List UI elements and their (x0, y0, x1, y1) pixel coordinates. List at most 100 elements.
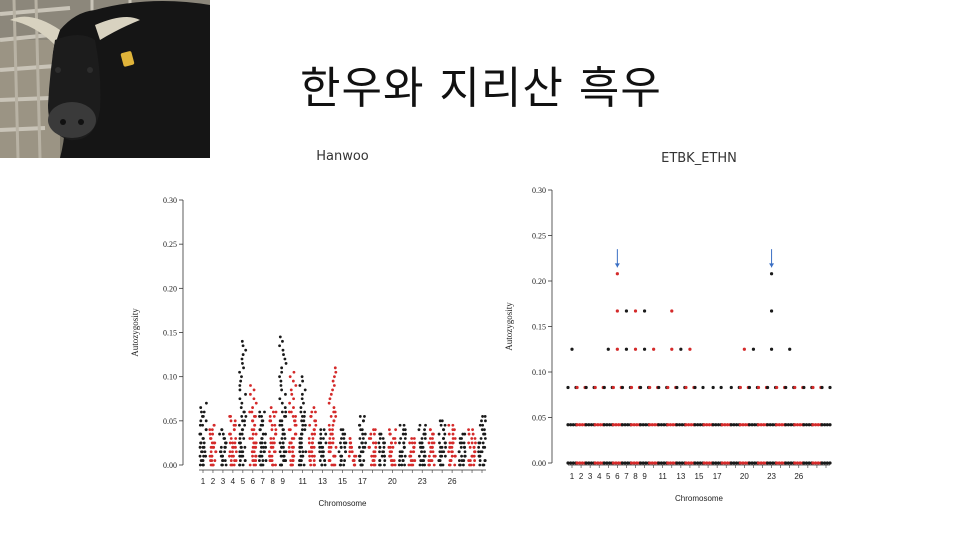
data-point (332, 384, 336, 387)
data-point (641, 423, 645, 427)
data-point (319, 428, 323, 432)
data-point (424, 423, 427, 427)
data-point (314, 423, 318, 427)
data-point (314, 419, 318, 423)
data-point (689, 423, 693, 427)
data-point (211, 432, 215, 436)
data-point (399, 437, 403, 440)
data-point (723, 461, 727, 465)
data-point (798, 461, 802, 465)
data-point (795, 423, 800, 427)
data-point (615, 272, 619, 276)
data-point (209, 459, 212, 462)
data-point (262, 445, 265, 449)
data-point (450, 450, 454, 454)
data-point (611, 461, 615, 465)
data-point (750, 423, 754, 427)
data-point (473, 450, 477, 454)
data-point (210, 428, 214, 432)
data-point (328, 397, 332, 401)
data-point (292, 397, 295, 401)
data-point (480, 428, 484, 432)
data-point (239, 379, 243, 383)
data-point (260, 415, 263, 418)
y-tick-label: 0.30 (532, 186, 546, 195)
data-point (298, 450, 302, 454)
data-point (608, 423, 612, 427)
data-point (671, 461, 675, 465)
data-point (292, 445, 295, 449)
data-point (324, 441, 328, 445)
data-point (680, 423, 684, 427)
data-point (593, 423, 597, 427)
data-point (273, 423, 277, 427)
y-tick-label: 0.10 (532, 368, 546, 377)
data-point (394, 428, 398, 432)
data-point (707, 461, 712, 465)
data-point (793, 423, 797, 427)
data-point (427, 454, 431, 458)
data-point (278, 441, 282, 445)
data-point (408, 454, 412, 458)
data-point (468, 459, 472, 462)
data-point (294, 423, 298, 427)
data-point (744, 461, 748, 465)
data-point (828, 385, 832, 390)
data-point (300, 392, 304, 396)
data-point (711, 461, 715, 465)
data-point (768, 423, 772, 427)
data-point (403, 463, 406, 467)
data-point (342, 437, 346, 440)
data-point (825, 423, 829, 427)
data-point (571, 461, 575, 465)
data-point (388, 428, 391, 432)
data-point (252, 463, 256, 467)
data-point (780, 461, 784, 465)
x-tick-label: 13 (676, 472, 685, 481)
data-point (440, 419, 444, 423)
data-point (343, 445, 347, 449)
data-point (202, 441, 206, 445)
data-point (298, 441, 302, 445)
data-point (252, 388, 256, 392)
data-point (307, 441, 311, 445)
data-point (248, 463, 252, 467)
data-point (234, 437, 238, 440)
data-point (578, 423, 582, 427)
data-point (584, 385, 588, 390)
data-point (289, 388, 293, 392)
data-point (650, 423, 654, 427)
data-point (626, 423, 630, 427)
data-point (270, 445, 274, 449)
data-point (680, 461, 684, 465)
data-point (462, 445, 466, 449)
data-point (340, 437, 343, 440)
data-point (358, 415, 362, 418)
data-point (413, 459, 417, 462)
data-point (401, 459, 405, 462)
data-point (775, 385, 779, 390)
data-point (279, 379, 283, 383)
data-point (795, 461, 800, 465)
data-point (418, 463, 422, 467)
data-point (228, 415, 232, 418)
data-point (753, 461, 757, 465)
data-point (483, 445, 487, 449)
data-point (566, 423, 570, 427)
y-tick-label: 0.05 (163, 417, 177, 426)
data-point (263, 441, 267, 445)
data-point (648, 385, 652, 390)
data-point (374, 445, 378, 449)
slide-title: 한우와 지리산 흑우 (300, 63, 662, 114)
data-point (320, 450, 324, 454)
data-point (448, 463, 452, 467)
data-point (358, 437, 362, 440)
data-point (259, 441, 262, 445)
data-point (224, 441, 227, 445)
data-point (298, 384, 302, 387)
chart-title: Hanwoo (316, 149, 369, 164)
chart-title: ETBK_ETHN (661, 151, 737, 166)
data-point (474, 441, 477, 445)
data-point (259, 423, 263, 427)
data-point (729, 385, 733, 390)
